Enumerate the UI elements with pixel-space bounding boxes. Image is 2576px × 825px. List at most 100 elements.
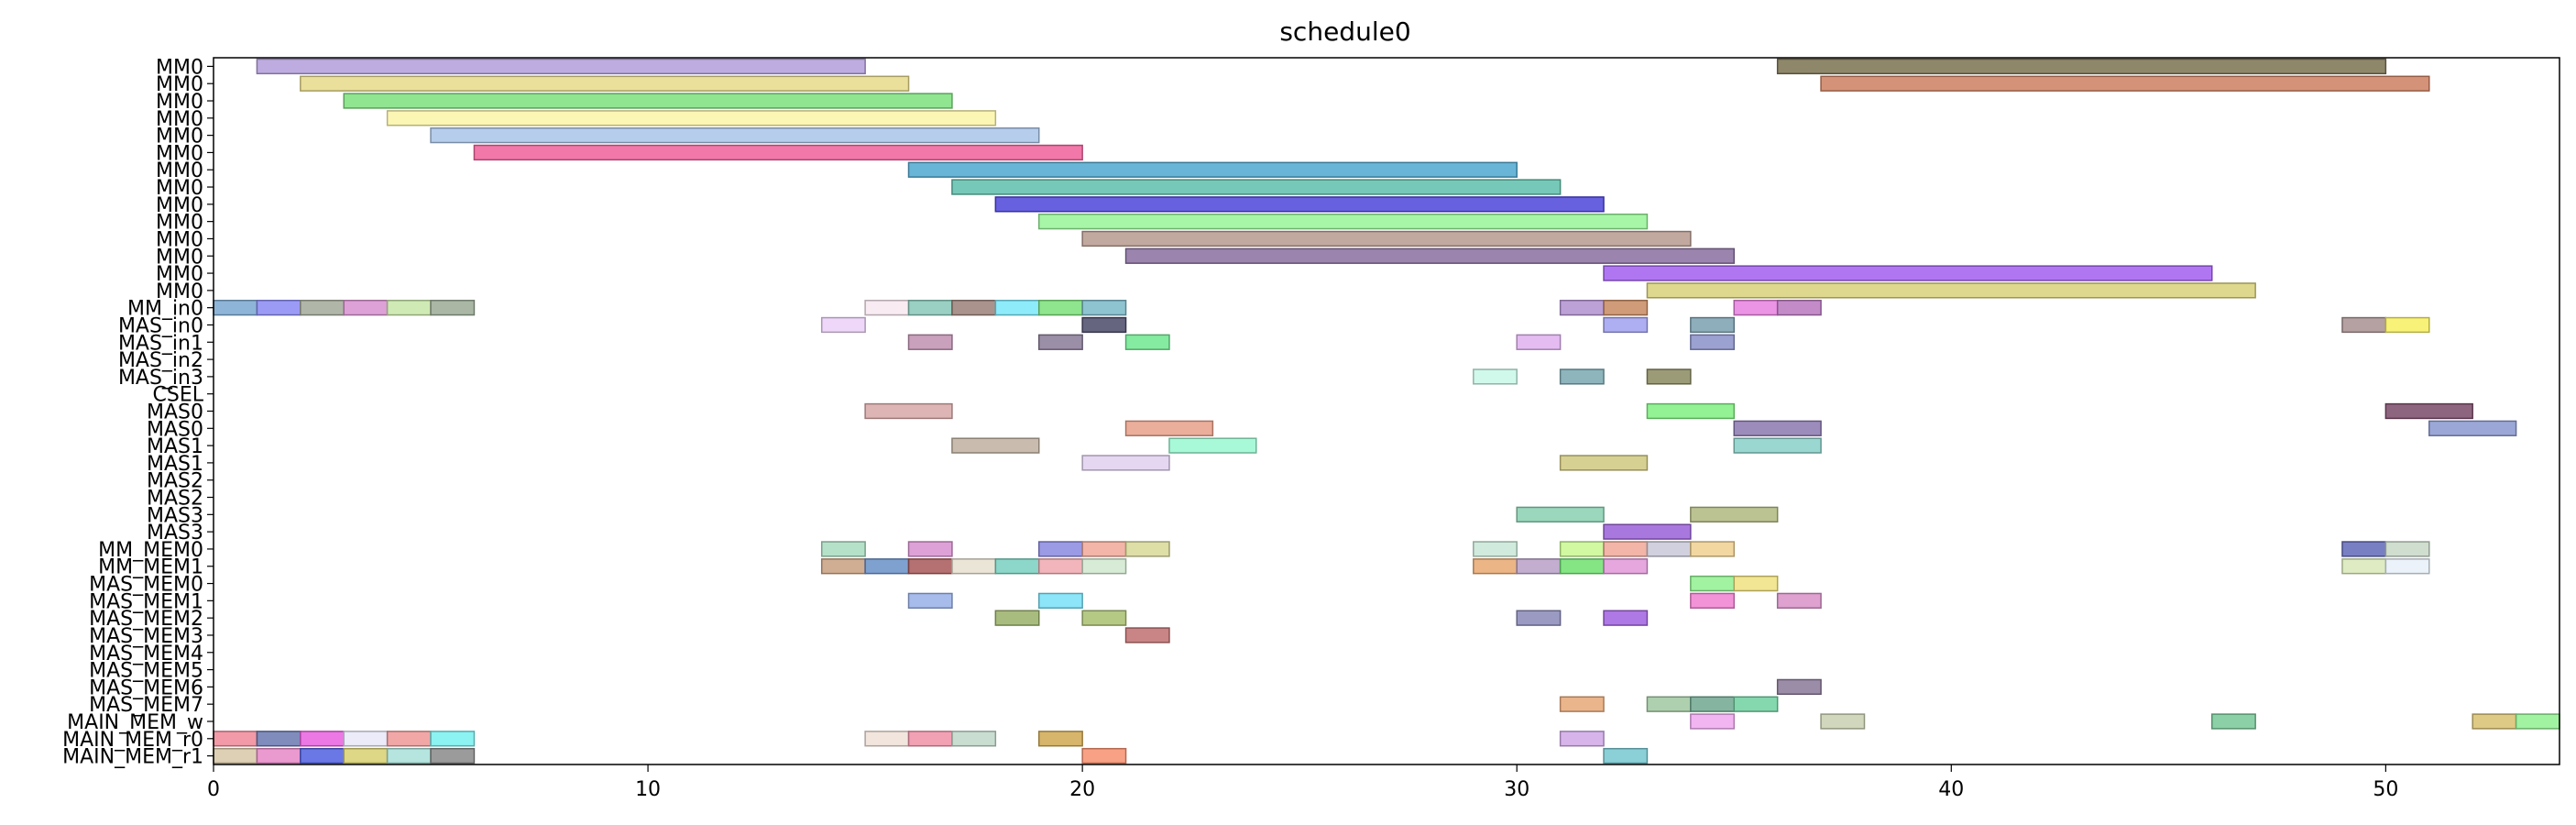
gantt-bar — [1646, 282, 2256, 299]
y-tick-label: MAS1 — [147, 435, 203, 458]
gantt-bar — [1037, 334, 1083, 350]
gantt-bar — [1124, 627, 1170, 644]
gantt-bar — [343, 93, 953, 109]
gantt-bar — [1473, 541, 1518, 557]
gantt-bar — [951, 731, 997, 747]
gantt-bar — [820, 558, 866, 575]
y-tick-label: MAS3 — [147, 504, 203, 527]
y-tick-label: MM0 — [156, 280, 203, 303]
gantt-bar — [1690, 713, 1736, 730]
gantt-bar — [951, 179, 1562, 195]
gantt-bar — [1646, 368, 1692, 385]
y-tick-label: MAIN_MEM_r1 — [62, 746, 203, 769]
gantt-bar — [386, 731, 432, 747]
gantt-bar — [1037, 592, 1083, 610]
gantt-bar — [1559, 455, 1649, 471]
gantt-bar — [430, 126, 1040, 144]
gantt-bar — [1690, 696, 1736, 712]
gantt-bar — [1081, 230, 1692, 248]
gantt-bar — [1690, 506, 1779, 522]
gantt-bar — [2341, 558, 2387, 575]
gantt-bar — [994, 610, 1040, 626]
gantt-bar — [1037, 731, 1083, 747]
y-axis: MM0MM0MM0MM0MM0MM0MM0MM0MM0MM0MM0MM0MM0M… — [62, 56, 214, 769]
gantt-bar — [951, 437, 1040, 454]
gantt-bar — [1516, 558, 1562, 575]
gantt-bar — [1646, 696, 1692, 712]
y-tick-label: MM0 — [156, 263, 203, 286]
y-tick-label: MAS_MEM7 — [89, 694, 203, 717]
x-tick-label: 10 — [635, 778, 661, 801]
y-tick-label: MM0 — [156, 246, 203, 269]
gantt-bar — [1690, 575, 1736, 592]
gantt-bar — [907, 161, 1518, 178]
gantt-bar — [1733, 696, 1779, 712]
gantt-bar — [2472, 713, 2517, 730]
gantt-bar — [1559, 558, 1605, 575]
gantt-bar — [994, 196, 1605, 213]
gantt-bar — [1690, 592, 1736, 610]
y-tick-label: MAS_MEM6 — [89, 676, 203, 699]
gantt-bar — [1081, 610, 1127, 626]
gantt-bar — [1776, 678, 1822, 696]
gantt-bar — [300, 75, 910, 92]
gantt-bar — [907, 541, 953, 557]
gantt-bar — [2384, 316, 2430, 334]
gantt-bar — [1081, 747, 1127, 764]
gantt-bar — [256, 58, 866, 75]
chart-title: schedule0 — [1279, 16, 1410, 47]
gantt-bar — [1124, 334, 1170, 350]
gantt-bar — [1081, 316, 1127, 334]
gantt-bar — [907, 592, 953, 610]
gantt-bar — [1776, 300, 1822, 316]
y-tick-label: MAS3 — [147, 522, 203, 544]
gantt-bar — [2341, 541, 2387, 557]
y-tick-label: MM_in0 — [127, 298, 203, 321]
gantt-bar — [1473, 558, 1518, 575]
gantt-bar — [907, 334, 953, 350]
gantt-bar — [256, 300, 301, 316]
y-tick-label: MM0 — [156, 91, 203, 114]
gantt-bar — [1559, 541, 1605, 557]
gantt-bar — [1559, 368, 1605, 385]
gantt-bar — [1037, 541, 1083, 557]
gantt-bar — [1037, 558, 1083, 575]
gantt-bar — [386, 110, 997, 126]
gantt-bar — [1733, 575, 1779, 592]
gantt-bar — [1124, 248, 1736, 264]
gantt-bar — [430, 300, 476, 316]
gantt-bar — [300, 747, 345, 764]
gantt-bar — [2515, 713, 2560, 730]
y-tick-label: MAS_in3 — [118, 367, 203, 390]
gantt-bar — [1603, 523, 1692, 540]
gantt-bar — [1081, 541, 1127, 557]
gantt-bar — [1559, 696, 1605, 712]
y-tick-label: MM0 — [156, 108, 203, 131]
gantt-bar — [1820, 75, 2430, 92]
y-tick-label: MM0 — [156, 228, 203, 251]
y-tick-label: MAS_in2 — [118, 349, 203, 372]
gantt-bar — [1603, 747, 1649, 764]
y-tick-label: MAS_MEM2 — [89, 608, 203, 631]
y-tick-label: MAS1 — [147, 453, 203, 476]
gantt-bar — [213, 747, 258, 764]
gantt-bar — [1473, 368, 1518, 385]
y-tick-label: MM0 — [156, 73, 203, 96]
gantt-bar — [386, 747, 432, 764]
bars-layer — [213, 58, 2560, 764]
y-tick-label: MAS0 — [147, 418, 203, 441]
gantt-bar — [1603, 316, 1649, 334]
y-tick-label: MAS_MEM5 — [89, 660, 203, 683]
gantt-bar — [1733, 437, 1822, 454]
gantt-bar — [2341, 316, 2387, 334]
y-tick-label: MAS_in0 — [118, 314, 203, 337]
gantt-bar — [1603, 265, 2213, 281]
gantt-bar — [300, 731, 345, 747]
gantt-bar — [1037, 213, 1649, 230]
gantt-bar — [2428, 420, 2517, 436]
x-axis: 0 10 20 30 40 50 — [207, 764, 2398, 801]
gantt-bar — [1690, 316, 1736, 334]
gantt-bar — [1081, 558, 1127, 575]
gantt-bar — [864, 731, 910, 747]
y-tick-label: MM0 — [156, 160, 203, 182]
